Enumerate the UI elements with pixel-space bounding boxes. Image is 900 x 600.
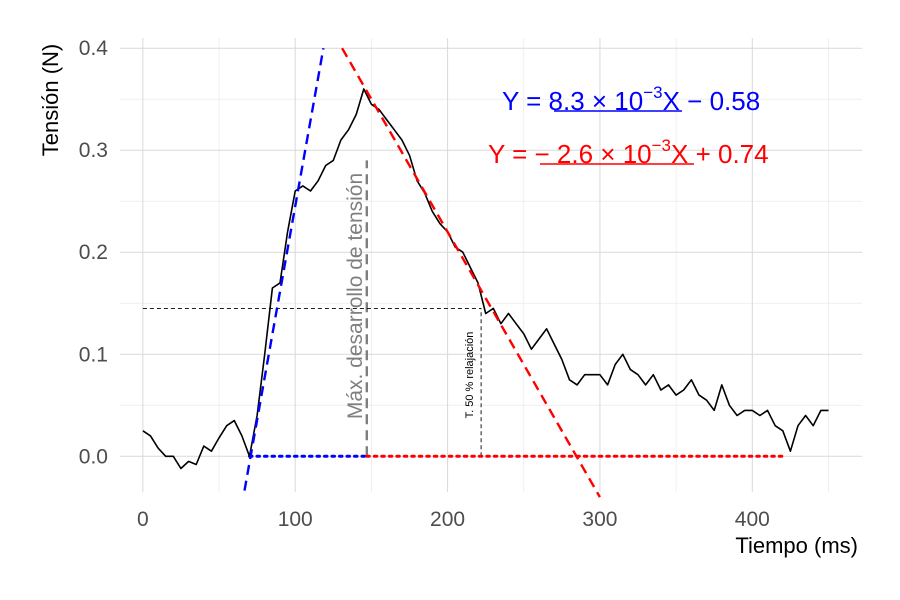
eq-red-exp: −3 <box>652 136 671 155</box>
x-tick-label: 300 <box>582 508 617 531</box>
y-tick-label: 0.4 <box>79 37 109 60</box>
x-tick-label: 400 <box>735 508 770 531</box>
x-tick-label: 100 <box>278 508 313 531</box>
x-tick-label: 200 <box>430 508 465 531</box>
relaxation-annotation: T. 50 % relajación <box>464 332 476 419</box>
y-tick-label: 0.0 <box>79 445 108 468</box>
eq-blue-exp: −3 <box>643 83 662 102</box>
blue-equation: Y = 8.3 × 10−3X − 0.58 <box>502 83 760 116</box>
y-tick-label: 0.3 <box>79 139 108 162</box>
x-axis-title: Tiempo (ms) <box>735 533 858 558</box>
tick-labels: 0 100 200 300 400 0.0 0.1 0.2 0.3 0.4 <box>79 37 770 531</box>
red-equation: Y = − 2.6 × 10−3X + 0.74 <box>488 136 769 169</box>
eq-red-prefix: Y = <box>488 139 535 169</box>
series-1-line <box>243 47 325 491</box>
series-layer <box>142 47 829 498</box>
max-tension-annotation: Máx. desarrollo de tensión <box>344 173 367 419</box>
grid <box>120 38 862 492</box>
y-tick-label: 0.1 <box>79 343 108 366</box>
series-0-line <box>142 88 829 470</box>
eq-blue-prefix: Y = <box>502 86 549 116</box>
y-axis-title: Tensión (N) <box>38 44 63 156</box>
y-tick-label: 0.2 <box>79 241 108 264</box>
x-tick-label: 0 <box>137 508 149 531</box>
series-2-line <box>341 47 601 498</box>
